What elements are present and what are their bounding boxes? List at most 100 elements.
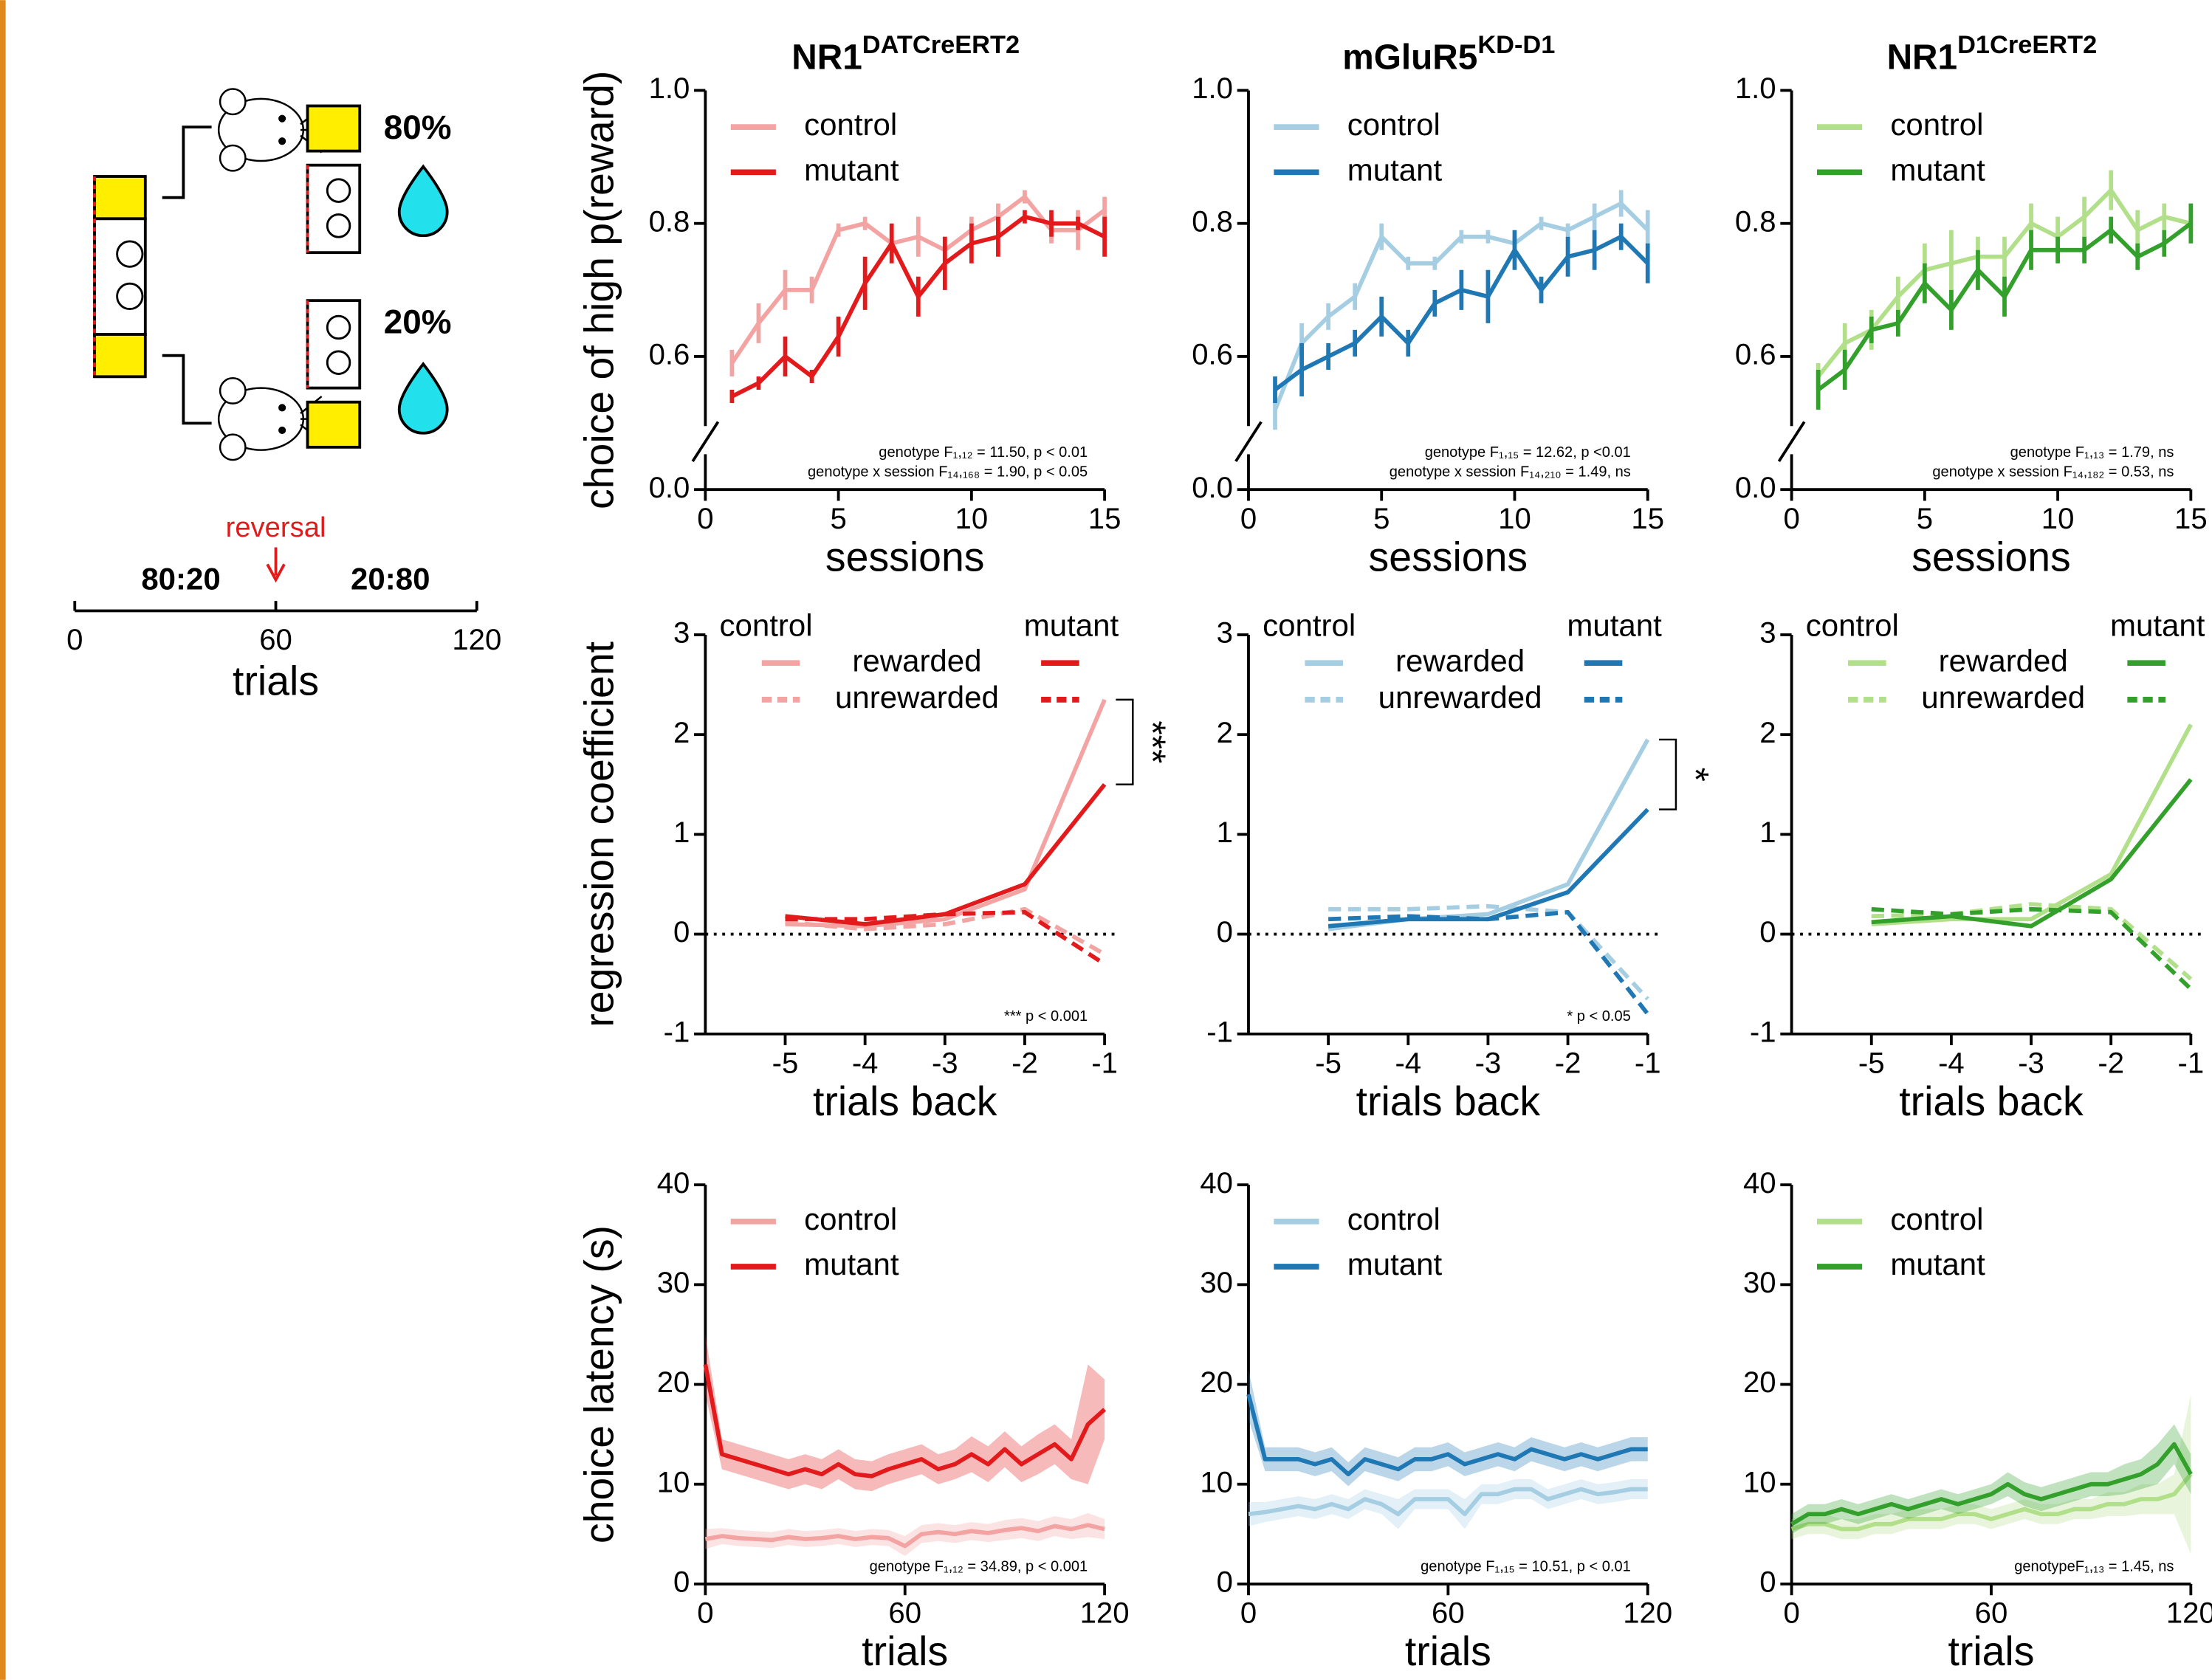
error-band <box>1791 1394 2191 1555</box>
x-tick-label: 0 <box>697 502 713 535</box>
x-tick-label: -1 <box>1635 1046 1661 1079</box>
title-superscript: KD-D1 <box>1477 31 1555 59</box>
lever-box <box>306 299 362 390</box>
legend-label: mutant <box>1890 1247 1985 1281</box>
series-line <box>1871 778 2193 929</box>
significance-bracket <box>1116 698 1134 786</box>
stat-annotation: genotype F₁,₁₅ = 12.62, p <0.01 <box>1425 444 1631 461</box>
error-band <box>1248 1369 1648 1487</box>
x-tick-label: -3 <box>932 1046 958 1079</box>
y-tick-label: 0 <box>673 915 690 949</box>
x-tick-label: 120 <box>1080 1597 1130 1630</box>
y-tick-label: 1 <box>1217 816 1233 849</box>
legend-label: control <box>1890 1202 1983 1236</box>
reversal-arrowhead <box>266 563 286 583</box>
y-tick-label: 2 <box>1759 716 1776 749</box>
water-drop <box>397 362 449 435</box>
x-tick-label: 60 <box>1975 1597 2008 1630</box>
y-tick-label: 3 <box>1759 616 1776 650</box>
x-tick-label: 10 <box>2041 502 2075 535</box>
series-line <box>785 782 1107 926</box>
x-tick-label: -3 <box>2018 1046 2044 1079</box>
high-reward-label: 80% <box>384 108 452 146</box>
stat-annotation: genotypeF₁,₁₃ = 1.45, ns <box>2014 1558 2174 1574</box>
title-base: mGluR5 <box>1342 38 1477 77</box>
lever <box>326 178 351 203</box>
x-axis-label: trials back <box>813 1078 997 1124</box>
y-tick-label: 0.6 <box>1192 338 1233 371</box>
y-tick-label: 20 <box>1743 1366 1776 1399</box>
y-tick-label: 1.0 <box>1192 72 1233 105</box>
timeline-tick-label: 120 <box>452 623 501 656</box>
y-tick-label: 20 <box>657 1366 690 1399</box>
port <box>306 104 362 153</box>
significance-label: *** <box>1132 720 1173 763</box>
legend-label: control <box>804 107 897 142</box>
x-tick-label: -1 <box>1091 1046 1118 1079</box>
y-tick-label: 0.0 <box>649 471 690 504</box>
x-axis-label: sessions <box>1369 534 1528 579</box>
series-line <box>1328 909 1649 1016</box>
legend-group: control <box>1806 608 1899 643</box>
x-axis-label: trials <box>1405 1628 1491 1674</box>
y-tick-label: 10 <box>1200 1465 1233 1498</box>
stat-annotation: genotype F₁,₁₂ = 11.50, p < 0.01 <box>879 444 1088 461</box>
significance-bracket <box>1659 738 1677 810</box>
panel: 0 10 20 30 40 0 60 120 trials control mutant genoty… <box>1200 1166 1672 1674</box>
y-tick-label: 0 <box>1217 915 1233 949</box>
significance-label: * <box>1675 768 1717 782</box>
stat-annotation: genotype x session F₁₄,₁₈₂ = 0.53, ns <box>1932 464 2174 481</box>
y-tick-label: -1 <box>1750 1015 1776 1048</box>
stat-annotation: genotype F₁,₁₃ = 1.79, ns <box>2010 444 2174 461</box>
y-tick-label: 0.8 <box>649 204 690 238</box>
lever <box>326 314 351 340</box>
y-tick-label: 40 <box>657 1166 690 1199</box>
error-band <box>1791 1424 2191 1535</box>
lever <box>116 282 144 311</box>
x-tick-label: 15 <box>2174 502 2208 535</box>
task-diagram: 80% 20% <box>93 88 452 461</box>
x-tick-label: 10 <box>955 502 989 535</box>
y-axis-label: choice latency (s) <box>577 1225 622 1543</box>
legend-label: mutant <box>1890 152 1985 187</box>
title-base: NR1 <box>791 38 862 77</box>
x-tick-label: -4 <box>852 1046 879 1079</box>
x-tick-label: 0 <box>697 1597 713 1630</box>
x-tick-label: -5 <box>772 1046 799 1079</box>
series-line <box>703 1363 1107 1478</box>
x-tick-label: 60 <box>1432 1597 1465 1630</box>
error-band <box>705 1512 1105 1557</box>
series-line <box>1328 903 1649 1001</box>
legend-label: control <box>1890 107 1983 142</box>
title-base: NR1 <box>1887 38 1958 77</box>
legend-kind: rewarded <box>1939 643 2068 678</box>
y-tick-label: 10 <box>657 1465 690 1498</box>
legend-group: mutant <box>1567 608 1662 643</box>
y-tick-label: 0 <box>1759 915 1776 949</box>
y-tick-label: 3 <box>1217 616 1233 650</box>
stat-annotation: genotype x session F₁₄,₁₆₈ = 1.90, p < 0… <box>808 464 1088 481</box>
series-line <box>1248 1487 1648 1517</box>
port <box>93 333 147 379</box>
series-line <box>785 698 1107 929</box>
series-line <box>1790 1473 2193 1532</box>
legend-kind: unrewarded <box>835 680 999 715</box>
panel: 0.0 0.6 0.8 1.0 0 5 10 15 sessions choice of high… <box>577 31 1122 579</box>
x-tick-label: 15 <box>1631 502 1664 535</box>
significance-note: *** p < 0.001 <box>1004 1008 1088 1025</box>
x-axis-label: sessions <box>1912 534 2071 579</box>
y-tick-label: 30 <box>1743 1266 1776 1299</box>
x-tick-label: 5 <box>1917 502 1933 535</box>
port <box>306 400 362 449</box>
x-tick-label: 0 <box>1240 502 1257 535</box>
water-drop <box>397 164 449 238</box>
panel: -1 0 1 2 3 -5 -4 -3 -2 -1 trials back regression co… <box>577 608 1174 1124</box>
port <box>93 175 147 221</box>
lever <box>326 213 351 238</box>
legend-group: control <box>719 608 812 643</box>
timeline-tick-label: 60 <box>259 623 292 656</box>
lever-box <box>306 163 362 255</box>
y-tick-label: 1 <box>1759 816 1776 849</box>
mouse <box>217 88 325 461</box>
y-tick-label: 0.6 <box>1735 338 1776 371</box>
